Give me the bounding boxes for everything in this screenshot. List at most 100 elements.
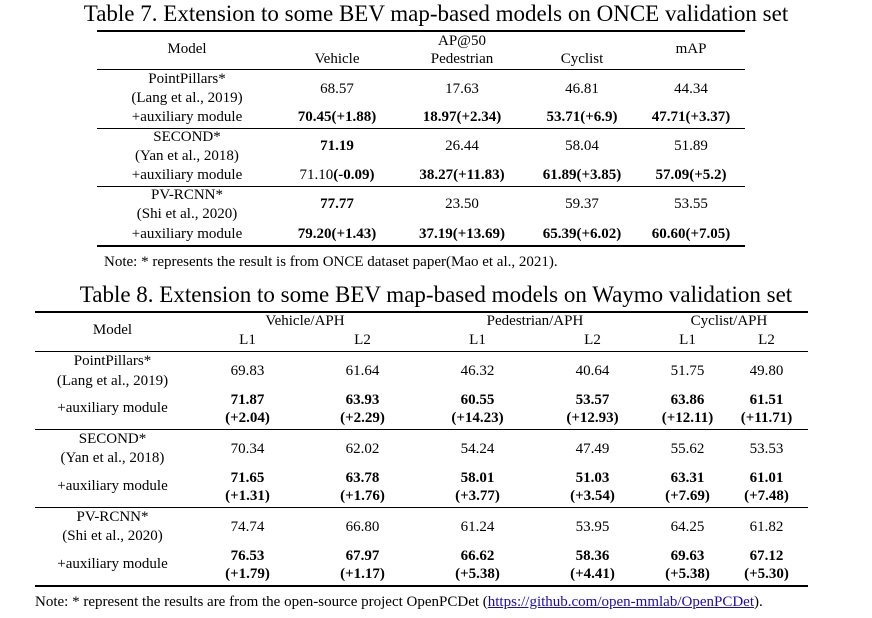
t7-header-ap50: AP@50 <box>438 33 486 49</box>
t7-cell-pedestrian: 37.19(+13.69) <box>418 226 506 242</box>
t8-cell-vehicle-l2: 63.78 (+1.76) <box>305 469 420 505</box>
t8-cell-cyclist-l2: 53.53 <box>749 441 784 457</box>
t7-cell-vehicle: 71.10(-0.09) <box>277 166 397 185</box>
table8-top-rule <box>35 311 808 313</box>
t8-cell-pedestrian-l2: 51.03 (+3.54) <box>535 469 650 505</box>
table7-note: Note: * represents the result is from ON… <box>104 254 558 270</box>
table7-group-rule <box>97 128 745 129</box>
t8-delta: (+4.41) <box>570 566 615 582</box>
t8-value: 69.63 <box>670 548 705 564</box>
table8-caption: Table 8. Extension to some BEV map-based… <box>79 282 793 307</box>
t8-cell-vehicle-l1: 76.53 (+1.79) <box>190 547 305 583</box>
t8-row-model-name: +auxiliary module <box>57 478 168 494</box>
t8-value: 67.97 <box>345 548 380 564</box>
table7-header-rule <box>97 69 745 70</box>
t8-cell-pedestrian-l1: 61.24 <box>460 519 495 535</box>
t8-delta: (+5.38) <box>665 566 710 582</box>
t8-cell-cyclist-l1: 51.75 <box>670 363 705 379</box>
t7-cell-cyclist: 65.39(+6.02) <box>542 226 622 242</box>
t7-cell-vehicle-base: 71.10 <box>299 167 334 183</box>
t8-header-vehicle-l1: L1 <box>239 332 256 348</box>
t8-cell-pedestrian-l2: 40.64 <box>575 363 610 379</box>
t7-cell-vehicle: 77.77 <box>320 196 354 212</box>
t7-cell-pedestrian: 26.44 <box>445 138 479 154</box>
t8-value: 76.53 <box>230 548 265 564</box>
t7-header-pedestrian: Pedestrian <box>430 51 494 67</box>
t8-delta: (+1.31) <box>225 488 270 504</box>
t7-cell-map: 47.71(+3.37) <box>651 109 731 125</box>
t7-cell-cyclist: 46.81 <box>565 81 599 97</box>
t8-cell-vehicle-l2: 67.97 (+1.17) <box>305 547 420 583</box>
t7-cell-map: 60.60(+7.05) <box>651 226 731 242</box>
t8-cell-pedestrian-l2: 47.49 <box>575 441 610 457</box>
t8-value: 58.36 <box>575 548 610 564</box>
t8-header-cyclist-l1: L1 <box>679 332 696 348</box>
t8-cell-cyclist-l2: 61.51 (+11.71) <box>725 391 808 427</box>
t7-header-map: mAP <box>675 41 707 57</box>
t8-row-model-name: +auxiliary module <box>57 400 168 416</box>
t8-delta: (+5.38) <box>455 566 500 582</box>
t7-header-model: Model <box>167 41 207 57</box>
t7-cell-cyclist: 58.04 <box>565 138 599 154</box>
t8-delta: (+11.71) <box>740 410 793 426</box>
t8-header-vehicle: Vehicle/APH <box>265 313 345 329</box>
t7-cell-pedestrian: 38.27(+11.83) <box>419 167 505 183</box>
t8-cell-vehicle-l2: 62.02 <box>345 441 380 457</box>
t8-cell-vehicle-l1: 74.74 <box>230 519 265 535</box>
t8-value: 71.87 <box>230 392 265 408</box>
t8-cell-cyclist-l1: 55.62 <box>670 441 705 457</box>
t8-delta: (+1.17) <box>340 566 385 582</box>
openpcdet-link[interactable]: https://github.com/open-mmlab/OpenPCDet <box>487 594 754 610</box>
t8-cell-vehicle-l2: 66.80 <box>345 519 380 535</box>
table7-bottom-rule <box>97 245 745 247</box>
t7-cell-pedestrian: 23.50 <box>445 196 479 212</box>
t8-cell-pedestrian-l2: 53.57 (+12.93) <box>535 391 650 427</box>
t8-cell-pedestrian-l1: 46.32 <box>460 363 495 379</box>
t8-cell-cyclist-l2: 61.82 <box>749 519 784 535</box>
table7-group-rule <box>97 186 745 187</box>
t8-header-model: Model <box>92 322 133 338</box>
t8-cell-pedestrian-l1: 54.24 <box>460 441 495 457</box>
t8-header-vehicle-l2: L2 <box>354 332 371 348</box>
t8-cell-vehicle-l1: 69.83 <box>230 363 265 379</box>
t8-delta: (+3.54) <box>570 488 615 504</box>
t8-cell-cyclist-l1: 63.31 (+7.69) <box>650 469 725 505</box>
t8-cell-cyclist-l2: 49.80 <box>749 363 784 379</box>
t8-delta: (+12.93) <box>566 410 619 426</box>
t8-value: 63.31 <box>670 470 705 486</box>
t8-cell-vehicle-l1: 70.34 <box>230 441 265 457</box>
t8-value: 63.93 <box>345 392 380 408</box>
t7-row-model-name: +auxiliary module <box>131 109 243 125</box>
t8-delta: (+1.79) <box>225 566 270 582</box>
t8-delta: (+7.69) <box>665 488 710 504</box>
t8-value: 60.55 <box>460 392 495 408</box>
table8-note-suffix: ). <box>754 594 763 610</box>
t8-delta: (+7.48) <box>744 488 789 504</box>
t8-value: 51.03 <box>575 470 610 486</box>
t8-delta: (+12.11) <box>661 410 714 426</box>
t8-header-cyclist-l2: L2 <box>758 332 775 348</box>
t8-cell-cyclist-l1: 63.86 (+12.11) <box>650 391 725 427</box>
t7-row-model-name: PointPillars* <box>148 71 226 87</box>
t8-row-model-name: PointPillars* <box>73 353 152 369</box>
t8-value: 61.01 <box>749 470 784 486</box>
t8-row-model-name: +auxiliary module <box>57 556 168 572</box>
t7-cell-pedestrian: 17.63 <box>445 81 479 97</box>
t8-value: 53.57 <box>575 392 610 408</box>
t8-row-model-cite: (Shi et al., 2020) <box>62 528 163 544</box>
t8-cell-vehicle-l2: 63.93 (+2.29) <box>305 391 420 427</box>
t8-value: 71.65 <box>230 470 265 486</box>
t7-cell-map: 53.55 <box>674 196 708 212</box>
t7-cell-vehicle: 70.45(+1.88) <box>297 109 377 125</box>
t8-row-model-name: SECOND* <box>78 431 147 447</box>
t8-header-cyclist: Cyclist/APH <box>690 313 768 329</box>
t7-cell-vehicle: 68.57 <box>320 81 354 97</box>
t8-delta: (+5.30) <box>744 566 789 582</box>
t8-value: 67.12 <box>749 548 784 564</box>
t7-header-cyclist: Cyclist <box>560 51 604 67</box>
t8-delta: (+3.77) <box>455 488 500 504</box>
t7-row-model-name: PV-RCNN* <box>151 187 223 203</box>
t7-cell-map: 44.34 <box>674 81 708 97</box>
t7-cell-pedestrian: 18.97(+2.34) <box>422 109 502 125</box>
t8-delta: (+14.23) <box>451 410 504 426</box>
